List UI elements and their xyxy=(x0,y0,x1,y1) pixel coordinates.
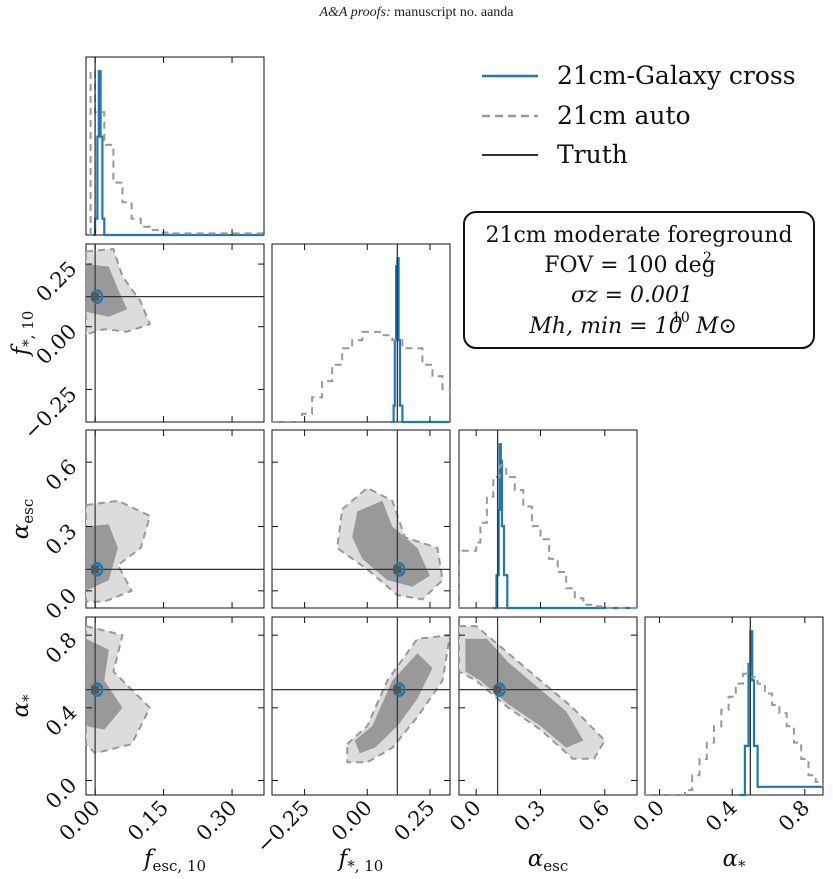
legend-label-auto: 21cm auto xyxy=(557,101,691,130)
x-tick-label-fesc: 0.30 xyxy=(192,796,242,846)
legend-label-truth: Truth xyxy=(557,140,628,169)
marginal-auto-fesc xyxy=(89,70,264,235)
panel-fesc-fesc xyxy=(85,56,265,237)
x-tick-label-aesc: 0.6 xyxy=(574,796,615,837)
info-mass-unit: M⊙ xyxy=(695,314,737,339)
marginal-auto-aesc xyxy=(458,464,637,609)
panel-aesc-aesc xyxy=(458,429,638,610)
y-tick-label-fstar: 0.00 xyxy=(31,319,81,369)
panel-fstar-fstar xyxy=(271,243,451,424)
info-box: 21cm moderate foreground FOV = 100 deg 2… xyxy=(463,211,815,349)
x-axis-label-fesc: fesc, 10 xyxy=(142,846,206,875)
legend: 21cm-Galaxy cross 21cm auto Truth xyxy=(482,61,796,169)
x-tick-label-fstar: 0.25 xyxy=(389,796,439,846)
y-tick-label-fstar: 0.25 xyxy=(31,257,81,307)
panel-fstar-astar xyxy=(271,616,451,796)
contour-auto-1sigma xyxy=(352,500,430,587)
x-tick-label-astar: 0.0 xyxy=(628,796,669,837)
x-axis-label-astar: α* xyxy=(722,846,746,875)
legend-label-cross: 21cm-Galaxy cross xyxy=(557,61,796,90)
y-axis-label-aesc: αesc xyxy=(8,499,37,540)
info-line-mass: Mh, min = 10 xyxy=(528,314,682,339)
info-fov-exponent: 2 xyxy=(703,250,712,266)
y-tick-label-astar: 0.4 xyxy=(41,700,82,741)
page-header: A&A proofs: manuscript no. aanda xyxy=(0,5,833,21)
y-tick-label-astar: 0.8 xyxy=(41,628,82,669)
x-tick-label-aesc: 0.0 xyxy=(445,796,486,837)
truth-marker xyxy=(91,292,100,301)
panel-frame xyxy=(271,243,451,423)
marginal-auto-fstar xyxy=(272,330,451,423)
y-axis-label-astar: α* xyxy=(8,694,37,718)
y-tick-label-aesc: 0.6 xyxy=(41,455,82,496)
marginal-cross-astar xyxy=(739,630,823,797)
info-line-fov: FOV = 100 deg xyxy=(544,253,715,278)
journal-name: A&A proofs: xyxy=(319,5,391,20)
x-tick-label-aesc: 0.3 xyxy=(509,796,550,837)
x-tick-label-fstar: 0.00 xyxy=(327,796,377,846)
panel-frame xyxy=(85,56,265,236)
truth-marker xyxy=(91,565,100,574)
x-axis-label-fstar: f*, 10 xyxy=(337,846,384,875)
contour-auto-1sigma xyxy=(465,638,584,748)
x-tick-label-astar: 0.8 xyxy=(774,796,815,837)
manuscript-id: manuscript no. aanda xyxy=(394,5,514,20)
truth-marker xyxy=(493,685,502,694)
truth-marker xyxy=(91,685,100,694)
x-tick-label-astar: 0.4 xyxy=(701,796,742,837)
panel-fstar-aesc xyxy=(271,429,451,609)
y-tick-label-fstar: −0.25 xyxy=(19,382,81,444)
panel-aesc-astar xyxy=(458,616,638,796)
panel-frame xyxy=(458,429,638,609)
truth-marker xyxy=(393,685,402,694)
info-line-sigma: σz = 0.001 xyxy=(571,283,693,308)
truth-marker xyxy=(393,565,402,574)
x-tick-label-fesc: 0.15 xyxy=(123,796,173,846)
panel-fesc-fstar xyxy=(85,243,265,423)
contour-auto-1sigma xyxy=(354,653,433,754)
y-tick-label-aesc: 0.3 xyxy=(41,519,82,560)
info-mass-exponent: 10 xyxy=(672,310,690,326)
x-tick-label-fstar: −0.25 xyxy=(252,796,314,858)
panel-frame xyxy=(644,616,824,796)
y-tick-label-aesc: 0.0 xyxy=(41,583,82,624)
panel-fesc-aesc xyxy=(85,429,265,609)
panel-astar-astar xyxy=(644,616,824,797)
y-axis-label-fstar: f*, 10 xyxy=(8,311,37,358)
info-line-foreground: 21cm moderate foreground xyxy=(485,223,792,248)
x-axis-label-aesc: αesc xyxy=(528,846,569,875)
panel-fesc-astar xyxy=(85,616,265,796)
